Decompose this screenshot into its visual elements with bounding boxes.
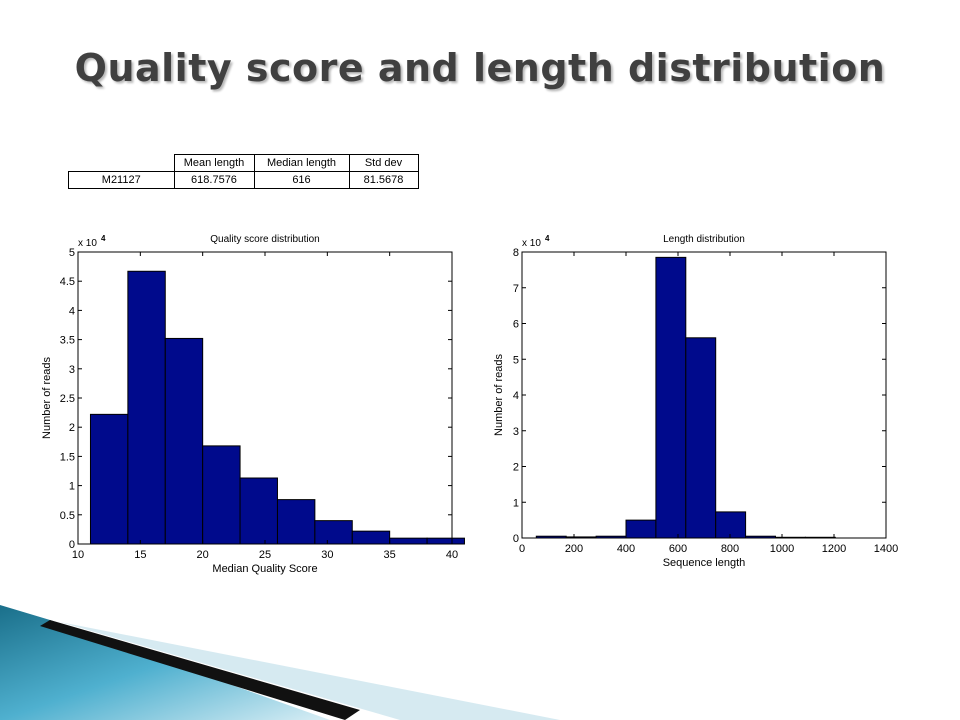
histogram-bar <box>625 519 657 539</box>
x-tick-label: 10 <box>72 549 84 561</box>
histogram-bar <box>89 413 129 545</box>
x-tick-label: 600 <box>669 543 687 555</box>
x-tick-label: 20 <box>197 549 209 561</box>
y-tick-label: 1.5 <box>60 451 75 463</box>
x-tick-label: 15 <box>134 549 146 561</box>
y-tick-label: 0 <box>513 533 519 545</box>
length-histogram: 0 200 400 600 800 1000 1200 1400 0 1 2 3 4 5 6 7 8 Length… <box>493 234 898 569</box>
y-tick-label: 8 <box>513 247 519 259</box>
x-tick-label: 400 <box>617 543 635 555</box>
y-tick-label: 2 <box>513 462 519 474</box>
histogram-bar <box>715 511 747 539</box>
y-tick-label: 3 <box>513 426 519 438</box>
histogram-bar <box>655 256 687 539</box>
x-tick-label: 1200 <box>822 543 846 555</box>
y-tick-label: 1 <box>513 497 519 509</box>
x-tick-label: 30 <box>321 549 333 561</box>
table-cell: M21127 <box>68 171 175 189</box>
y-tick-label: 4 <box>69 305 75 317</box>
chart-title: Quality score distribution <box>210 234 320 245</box>
histogram-bar <box>389 537 428 545</box>
x-tick-label: 35 <box>384 549 396 561</box>
table-cell: 616 <box>253 171 350 189</box>
y-tick-label: 3 <box>69 364 75 376</box>
quality-score-histogram: 10 15 20 25 30 35 40 0 0.5 1 1.5 2 2.5 3 3.5 4 4.5 5 Quali… <box>41 234 465 575</box>
histogram-bar <box>164 337 204 545</box>
table-header-cell: Std dev <box>348 154 419 172</box>
histogram-bar <box>202 445 241 545</box>
x-tick-label: 800 <box>721 543 739 555</box>
chart-title: Length distribution <box>663 234 745 245</box>
table-row: M21127 618.7576 616 81.5678 <box>68 171 419 189</box>
y-tick-label: 1 <box>69 481 75 493</box>
axis-multiplier: x 10 <box>78 238 97 249</box>
x-axis-label: Median Quality Score <box>212 563 317 575</box>
y-tick-label: 0.5 <box>60 510 75 522</box>
y-tick-label: 6 <box>513 319 519 331</box>
x-axis-label: Sequence length <box>663 557 746 569</box>
table-header-cell: Mean length <box>173 154 255 172</box>
x-tick-label: 200 <box>565 543 583 555</box>
histogram-bar <box>239 477 278 545</box>
y-tick-label: 4 <box>513 390 519 402</box>
y-tick-label: 3.5 <box>60 335 75 347</box>
x-tick-label: 40 <box>446 549 458 561</box>
histogram-bar <box>127 270 166 545</box>
axis-multiplier-exponent: 4 <box>101 234 106 243</box>
y-tick-label: 5 <box>513 354 519 366</box>
y-axis-label: Number of reads <box>41 357 53 439</box>
histogram-bar <box>276 499 316 545</box>
plot-frame <box>77 251 453 545</box>
y-tick-label: 0 <box>69 539 75 551</box>
y-tick-label: 4.5 <box>60 276 75 288</box>
y-tick-label: 7 <box>513 283 519 295</box>
x-tick-label: 1000 <box>770 543 794 555</box>
x-tick-label: 25 <box>259 549 271 561</box>
table-cell: 81.5678 <box>348 171 419 189</box>
histogram-bar <box>351 530 391 545</box>
y-tick-label: 2.5 <box>60 393 75 405</box>
y-tick-label: 2 <box>69 422 75 434</box>
axis-multiplier: x 10 <box>522 238 541 249</box>
x-tick-label: 0 <box>519 543 525 555</box>
y-tick-label: 5 <box>69 247 75 259</box>
table-cell: 618.7576 <box>173 171 255 189</box>
page-title: Quality score and length distribution <box>74 46 886 90</box>
x-tick-label: 1400 <box>874 543 898 555</box>
histogram-bar <box>685 337 717 539</box>
histogram-bar <box>426 537 465 545</box>
table-header-row: Mean length Median length Std dev <box>68 154 419 172</box>
histogram-bar <box>314 520 353 545</box>
y-axis-label: Number of reads <box>493 354 505 436</box>
table-header-cell: Median length <box>253 154 350 172</box>
stats-table: Mean length Median length Std dev M21127… <box>68 154 419 189</box>
slide-decoration <box>0 605 560 720</box>
plot-frame <box>521 251 887 539</box>
axis-multiplier-exponent: 4 <box>545 234 550 243</box>
table-header-cell <box>68 154 175 172</box>
